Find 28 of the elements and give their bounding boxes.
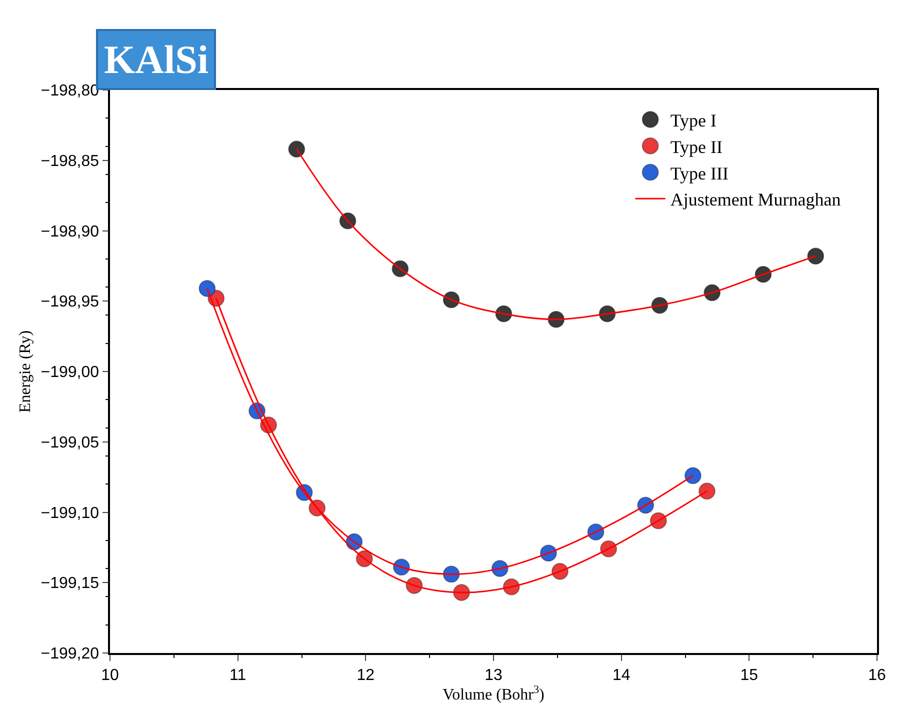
point	[684, 467, 702, 484]
legend-label: Type III	[670, 163, 729, 184]
legend-label: Type I	[670, 110, 717, 130]
y-tick-label: −199,10	[40, 504, 100, 522]
x-tick-label: 12	[356, 666, 375, 684]
y-tick-label: −199,05	[40, 434, 100, 452]
x-tick-label: 13	[484, 666, 502, 684]
x-tick-label: 10	[101, 666, 119, 684]
chart-title: KAlSi	[104, 37, 208, 82]
x-tick-label: 16	[868, 666, 886, 684]
point	[198, 280, 216, 297]
x-tick-label: 11	[230, 666, 246, 684]
point	[698, 482, 716, 500]
point	[288, 140, 306, 158]
legend-label: Ajustement Murnaghan	[670, 190, 841, 210]
point	[807, 248, 824, 265]
y-tick-label: −198,95	[40, 294, 100, 311]
y-axis-title: Energie (Ry)	[17, 330, 34, 413]
y-tick-label: −199,20	[40, 646, 100, 663]
y-tick-label: −198,80	[40, 82, 100, 100]
y-tick-label: −198,85	[40, 152, 100, 170]
legend-label: Type II	[670, 136, 723, 157]
y-tick-label: −198,90	[40, 223, 100, 240]
y-tick-label: −199,15	[40, 575, 100, 592]
x-tick-label: 14	[612, 666, 630, 684]
x-tick-label: 15	[740, 666, 758, 684]
y-tick-label: −199,00	[40, 364, 100, 382]
x-axis-title: Volume (Bohr$^{3}$)	[442, 684, 544, 704]
